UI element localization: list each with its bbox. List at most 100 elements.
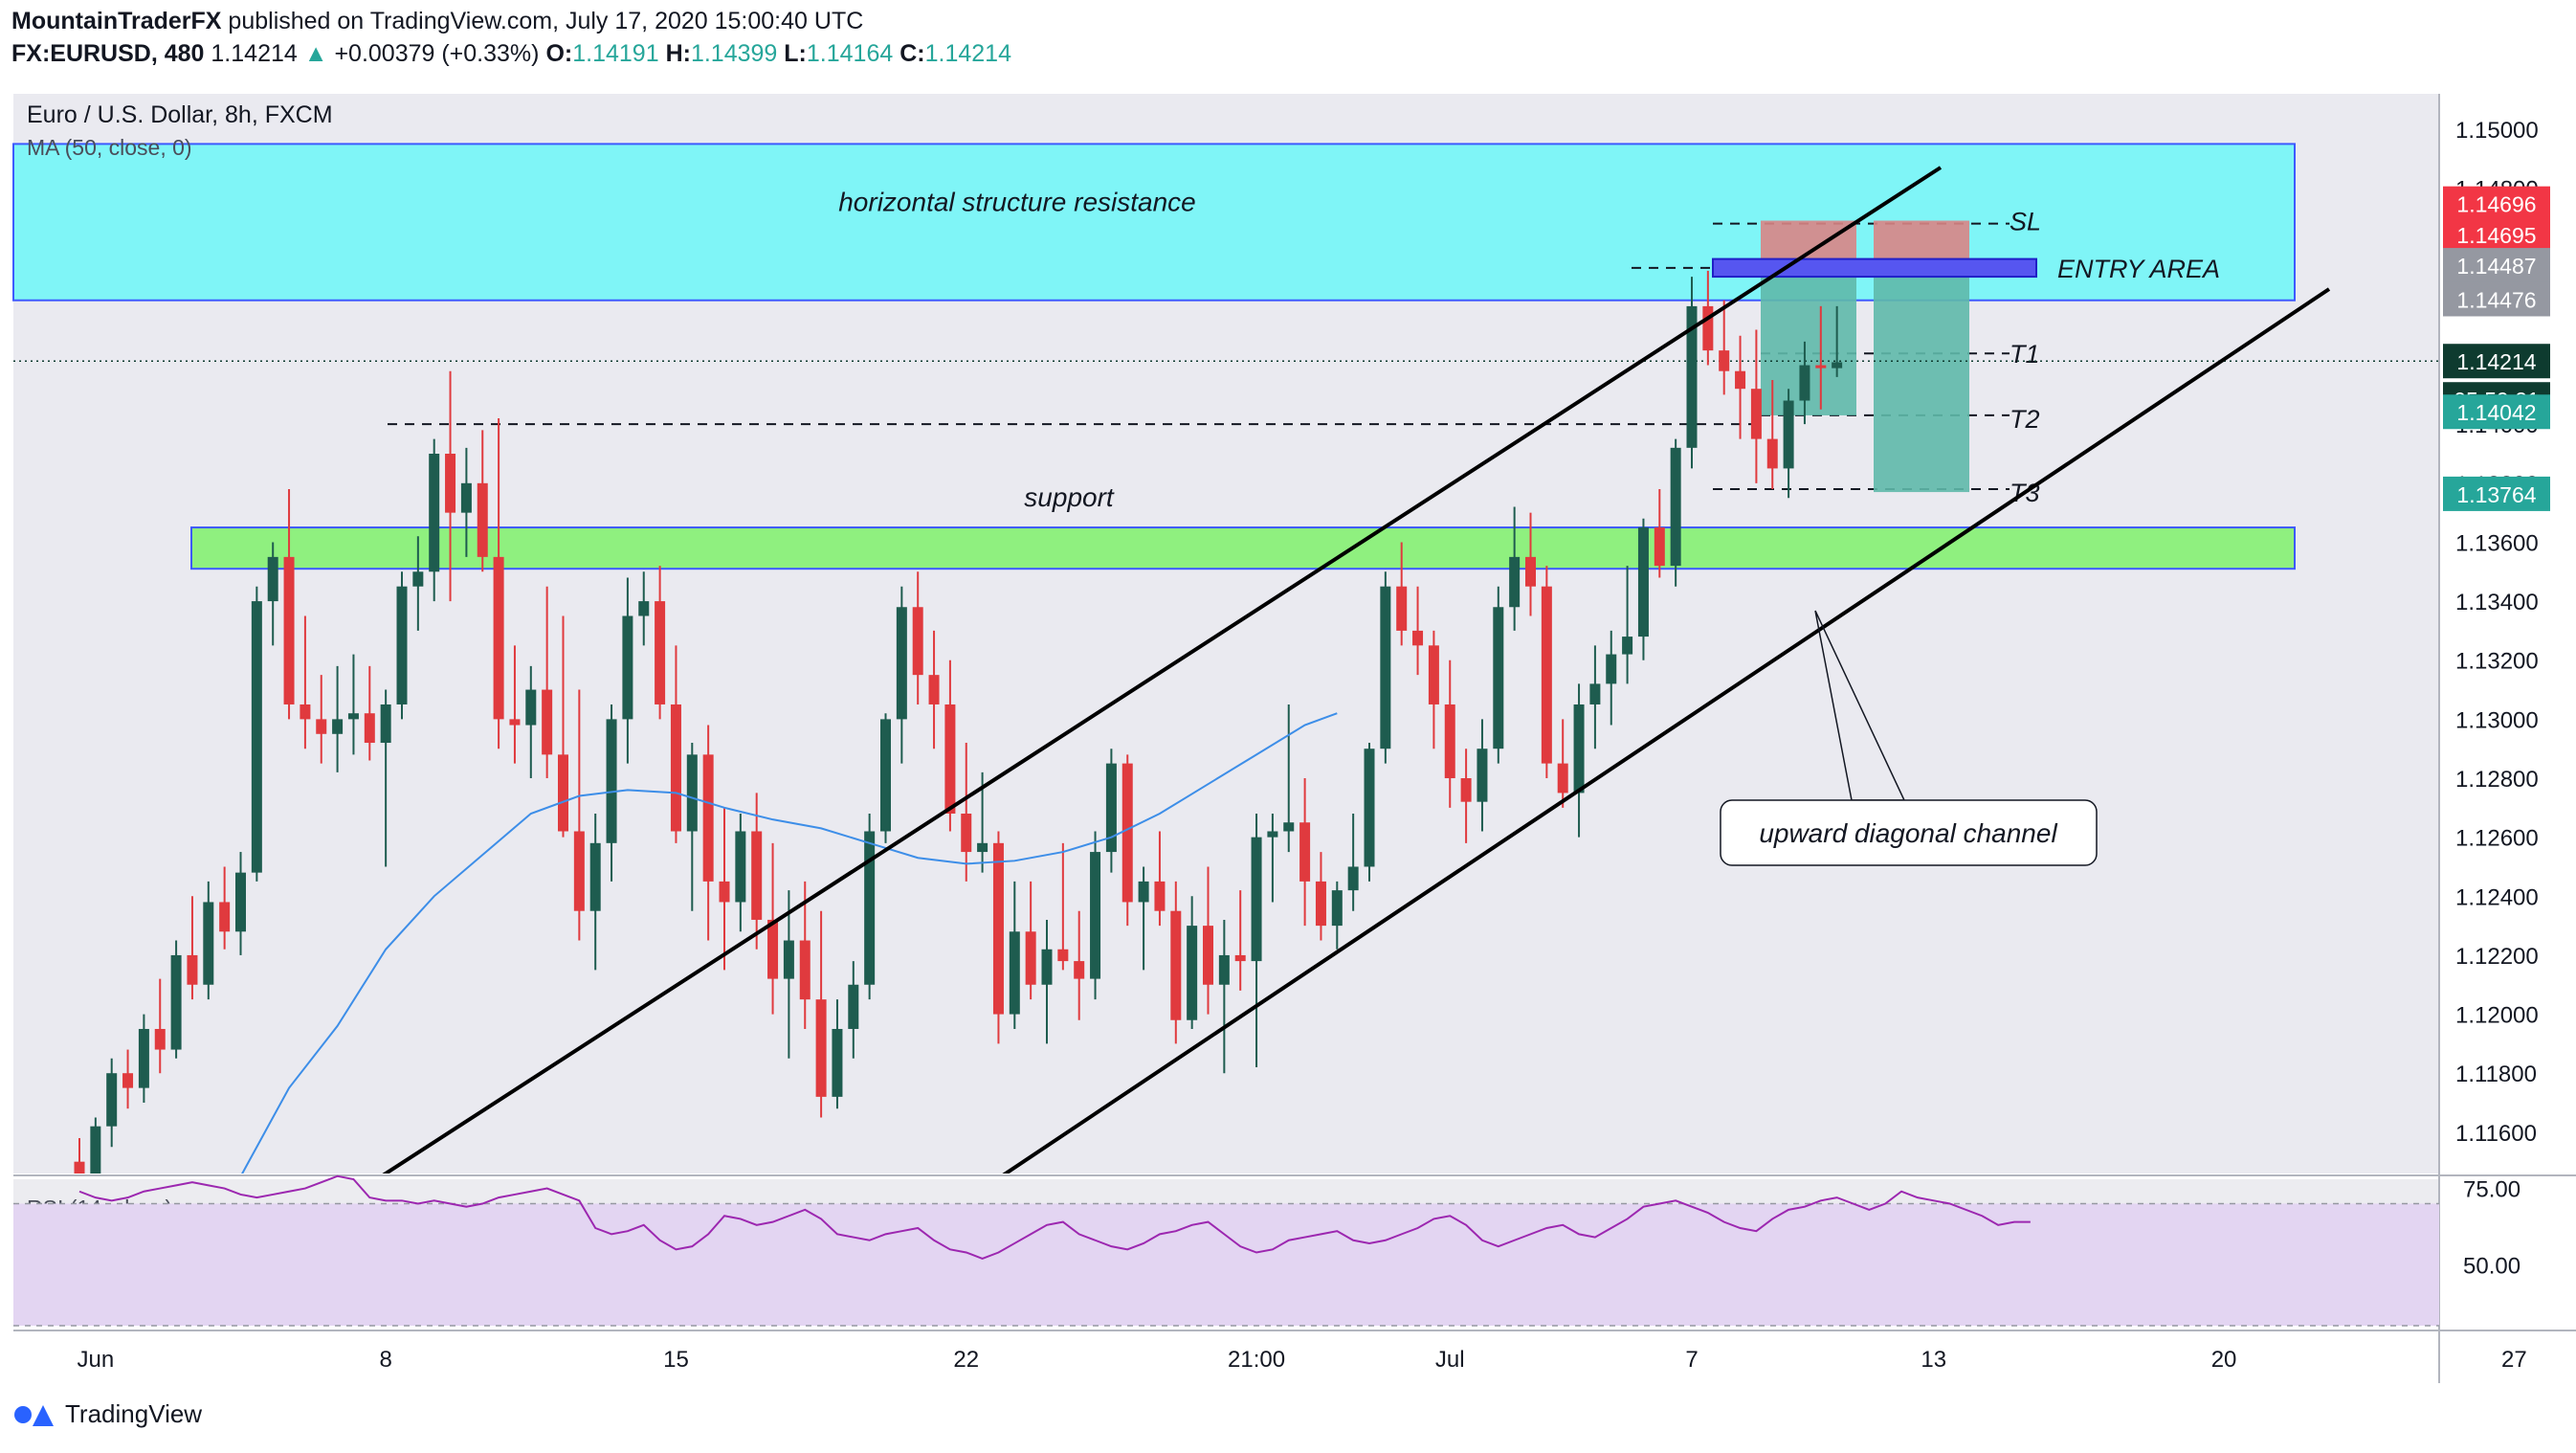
candle-body[interactable] xyxy=(1606,654,1617,684)
candle-body[interactable] xyxy=(1187,926,1198,1020)
candle-body[interactable] xyxy=(912,607,923,676)
candle-body[interactable] xyxy=(106,1073,118,1127)
author-name[interactable]: MountainTraderFX xyxy=(11,8,222,34)
candle-body[interactable] xyxy=(429,454,440,572)
candle-body[interactable] xyxy=(1670,447,1681,567)
candle-body[interactable] xyxy=(1283,822,1295,832)
candle-body[interactable] xyxy=(316,719,327,734)
candle-body[interactable] xyxy=(1154,881,1166,911)
candle-body[interactable] xyxy=(251,601,262,873)
candle-body[interactable] xyxy=(751,831,763,920)
footer-brand[interactable]: TradingView xyxy=(65,1399,203,1428)
candle-body[interactable] xyxy=(1428,645,1439,704)
candle-body[interactable] xyxy=(589,842,601,911)
candle-body[interactable] xyxy=(396,586,408,704)
candle-body[interactable] xyxy=(1074,961,1085,979)
candle-body[interactable] xyxy=(992,842,1004,1015)
candle-body[interactable] xyxy=(702,754,714,882)
candle-body[interactable] xyxy=(1525,556,1536,587)
candle-body[interactable] xyxy=(1573,704,1585,794)
candle-body[interactable] xyxy=(961,814,972,853)
candle-body[interactable] xyxy=(638,601,650,616)
candle-body[interactable] xyxy=(1218,954,1230,985)
candle-body[interactable] xyxy=(686,754,698,832)
candle-body[interactable] xyxy=(170,954,182,1050)
ma-50-line[interactable] xyxy=(241,712,1338,1176)
candle-body[interactable] xyxy=(300,704,311,720)
candle-body[interactable] xyxy=(558,754,568,832)
candle-body[interactable] xyxy=(1234,954,1246,962)
candle-body[interactable] xyxy=(509,719,521,726)
target-box-2[interactable] xyxy=(1874,274,1969,493)
channel-callout-box[interactable] xyxy=(1720,799,2098,866)
candle-body[interactable] xyxy=(1267,831,1278,838)
candle-body[interactable] xyxy=(655,601,666,704)
candle-body[interactable] xyxy=(90,1126,101,1186)
candle-body[interactable] xyxy=(74,1161,85,1186)
candle-body[interactable] xyxy=(380,704,391,744)
candle-body[interactable] xyxy=(799,940,811,1000)
candle-body[interactable] xyxy=(1477,749,1488,802)
candle-body[interactable] xyxy=(347,713,359,720)
candle-body[interactable] xyxy=(1057,949,1069,962)
candle-body[interactable] xyxy=(977,842,988,853)
candle-body[interactable] xyxy=(1589,683,1601,704)
support-zone[interactable] xyxy=(190,526,2296,570)
candle-body[interactable] xyxy=(864,831,876,985)
candle-body[interactable] xyxy=(154,1028,166,1050)
candle-body[interactable] xyxy=(138,1028,149,1088)
candle-body[interactable] xyxy=(364,713,375,744)
channel-lower-line[interactable] xyxy=(1002,287,2331,1175)
candle-body[interactable] xyxy=(573,831,585,911)
candle-body[interactable] xyxy=(1815,365,1827,369)
candle-body[interactable] xyxy=(1493,607,1504,749)
candle-body[interactable] xyxy=(460,482,472,513)
candle-body[interactable] xyxy=(1686,305,1698,448)
candle-body[interactable] xyxy=(1766,438,1778,469)
candle-body[interactable] xyxy=(1090,852,1101,979)
candle-body[interactable] xyxy=(1735,370,1746,390)
candle-body[interactable] xyxy=(332,719,344,734)
candle-body[interactable] xyxy=(412,571,424,587)
candle-body[interactable] xyxy=(219,902,231,932)
candle-body[interactable] xyxy=(477,482,488,557)
candle-body[interactable] xyxy=(1509,556,1521,608)
candle-body[interactable] xyxy=(542,689,553,755)
candle-body[interactable] xyxy=(1347,866,1359,891)
candle-body[interactable] xyxy=(1396,586,1408,631)
candle-body[interactable] xyxy=(1251,837,1262,962)
candle-body[interactable] xyxy=(848,984,859,1029)
candle-body[interactable] xyxy=(122,1073,134,1088)
candle-body[interactable] xyxy=(1121,763,1133,903)
entry-area-zone[interactable] xyxy=(1712,257,2037,279)
candle-body[interactable] xyxy=(1637,527,1649,637)
channel-upper-line[interactable] xyxy=(382,166,1943,1175)
candle-body[interactable] xyxy=(1315,881,1326,927)
candle-body[interactable] xyxy=(1622,637,1633,655)
candle-body[interactable] xyxy=(1412,630,1424,646)
candle-body[interactable] xyxy=(944,704,956,814)
candle-body[interactable] xyxy=(1832,362,1843,369)
candle-body[interactable] xyxy=(606,719,617,843)
candle-body[interactable] xyxy=(719,881,730,903)
candle-body[interactable] xyxy=(283,556,295,704)
candle-body[interactable] xyxy=(445,454,456,513)
candle-body[interactable] xyxy=(880,719,891,832)
candle-body[interactable] xyxy=(203,902,214,985)
candle-body[interactable] xyxy=(1750,389,1762,439)
candle-body[interactable] xyxy=(1105,763,1117,853)
candle-body[interactable] xyxy=(1299,822,1311,882)
candle-body[interactable] xyxy=(767,919,779,979)
candle-body[interactable] xyxy=(1170,910,1182,1020)
candle-body[interactable] xyxy=(1702,305,1714,351)
candle-body[interactable] xyxy=(1203,926,1213,985)
candle-body[interactable] xyxy=(1783,400,1794,469)
rsi-line[interactable] xyxy=(78,1174,2031,1260)
candle-body[interactable] xyxy=(1331,890,1343,927)
candle-body[interactable] xyxy=(1557,763,1568,794)
candle-body[interactable] xyxy=(1364,749,1375,867)
candle-body[interactable] xyxy=(735,831,746,903)
candle-body[interactable] xyxy=(1138,881,1149,903)
candle-body[interactable] xyxy=(928,675,940,704)
